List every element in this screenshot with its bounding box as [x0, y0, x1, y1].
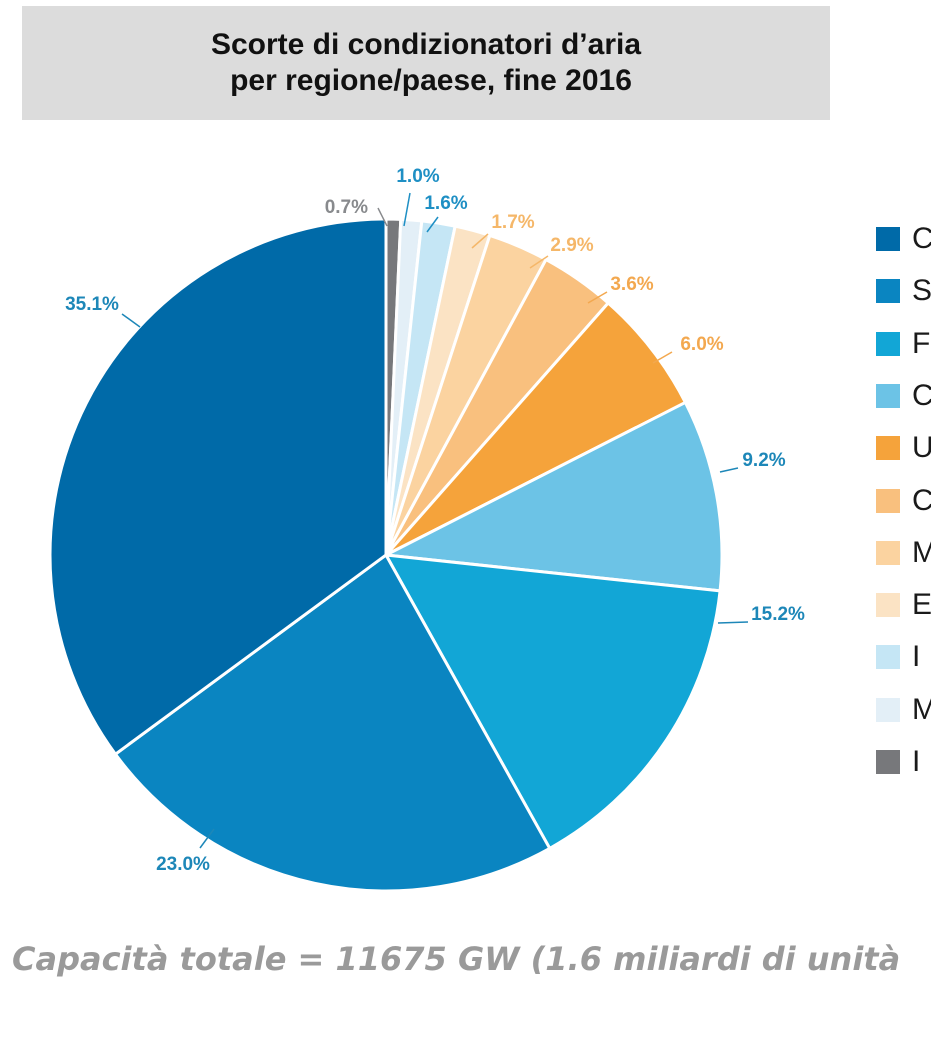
legend-item: E	[876, 588, 931, 622]
legend-swatch	[876, 750, 900, 774]
leader-line	[529, 255, 549, 269]
legend-item: F	[876, 327, 930, 361]
legend-item: C	[876, 484, 931, 518]
leader-line	[403, 192, 411, 227]
leader-line	[719, 467, 739, 473]
slice-percent-label: 15.2%	[751, 604, 805, 625]
pie-slice	[380, 400, 724, 593]
leader-line	[471, 233, 489, 249]
slice-percent-label: 1.0%	[396, 166, 439, 187]
legend-item: I	[876, 640, 920, 674]
legend-item: M	[876, 536, 931, 570]
slice-percent-label: 0.7%	[325, 197, 368, 218]
legend-label: U	[912, 431, 931, 465]
chart-title-line-1: Scorte di condizionatori d’aria	[210, 28, 642, 61]
legend-item: C	[876, 222, 931, 256]
slice-percent-label: 23.0%	[156, 854, 210, 875]
pie-labels: 0.7% 1.0% 1.6% 1.7% 2.9% 3.6% 6.0% 9.2% 15.2% 23.…	[65, 166, 805, 875]
slice-percent-label: 1.6%	[424, 193, 467, 214]
legend-label: S	[912, 274, 931, 308]
slice-percent-label: 2.9%	[550, 235, 593, 256]
chart-title-box: Scorte di condizionatori d’aria per regi…	[22, 6, 830, 120]
legend-label: F	[912, 326, 931, 360]
legend-swatch	[876, 488, 900, 513]
legend-item: M	[876, 693, 931, 727]
legend-swatch	[876, 279, 900, 304]
leader-line	[587, 291, 608, 304]
legend-label: I	[912, 640, 921, 674]
slice-percent-label: 3.6%	[610, 274, 653, 295]
legend-label: C	[912, 483, 931, 517]
legend-swatch	[876, 645, 900, 670]
legend-swatch	[876, 331, 900, 356]
slice-percent-label: 1.7%	[491, 212, 534, 233]
legend-label: M	[912, 535, 931, 569]
legend-swatch	[876, 540, 900, 565]
legend-label: M	[912, 692, 931, 726]
pie-slice	[48, 217, 388, 757]
pie-slice	[113, 552, 552, 893]
legend-swatch	[876, 436, 900, 461]
legend-swatch	[876, 593, 900, 618]
legend-label: E	[912, 588, 931, 622]
slice-percent-label: 6.0%	[680, 334, 723, 355]
leader-line	[377, 207, 388, 227]
leader-line	[426, 216, 439, 233]
total-capacity-footnote: Capacità totale = 11675 GW (1.6 miliardi…	[12, 940, 901, 978]
legend-label: C	[912, 222, 931, 255]
legend-item: I	[876, 745, 920, 779]
legend-swatch	[876, 697, 900, 722]
legend-item: U	[876, 431, 931, 465]
legend-label: I	[912, 745, 921, 778]
slice-percent-label: 35.1%	[65, 294, 119, 315]
leader-line	[717, 621, 749, 624]
pie-slice	[383, 553, 722, 851]
leader-line	[652, 351, 673, 364]
leader-line	[121, 313, 141, 328]
pie-slices	[48, 217, 724, 893]
legend-swatch	[876, 227, 900, 251]
chart-title-line-2: per regione/paese, fine 2016	[230, 64, 632, 97]
legend-item: C	[876, 379, 931, 413]
legend-item: S	[876, 274, 931, 308]
legend-label: C	[912, 378, 931, 412]
slice-percent-label: 9.2%	[742, 450, 785, 471]
legend-swatch	[876, 383, 900, 408]
pie-slice	[384, 300, 688, 557]
leader-line	[199, 828, 215, 849]
